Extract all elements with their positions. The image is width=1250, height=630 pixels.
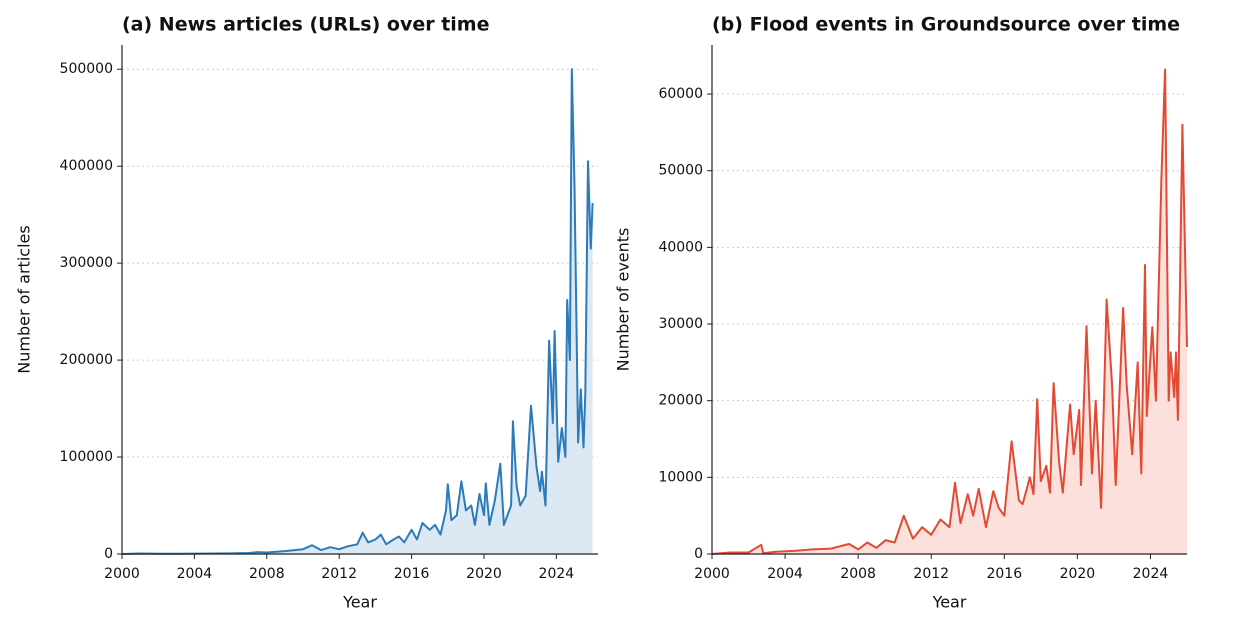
- x-tick-label: 2016: [394, 566, 430, 582]
- y-tick-label: 100000: [60, 449, 113, 465]
- x-tick-label: 2008: [840, 566, 876, 582]
- x-axis-label: Year: [932, 593, 967, 612]
- x-tick-label: 2016: [986, 566, 1022, 582]
- x-tick-label: 2008: [249, 566, 285, 582]
- y-tick-label: 40000: [658, 239, 703, 255]
- y-tick-label: 0: [104, 546, 113, 562]
- y-tick-label: 500000: [60, 61, 113, 77]
- x-axis-label: Year: [342, 593, 377, 612]
- y-tick-label: 0: [694, 546, 703, 562]
- x-tick-label: 2024: [539, 566, 575, 582]
- y-tick-label: 50000: [658, 163, 703, 179]
- y-axis-label: Number of events: [614, 228, 633, 372]
- x-tick-label: 2012: [913, 566, 949, 582]
- line: [121, 68, 594, 555]
- area: [122, 69, 593, 554]
- x-tick-label: 2024: [1133, 566, 1169, 582]
- y-tick-label: 60000: [658, 86, 703, 102]
- x-tick-label: 2012: [321, 566, 357, 582]
- x-tick-label: 2000: [104, 566, 140, 582]
- y-tick-label: 10000: [658, 469, 703, 485]
- x-tick-label: 2020: [1060, 566, 1096, 582]
- y-tick-label: 20000: [658, 393, 703, 409]
- y-tick-label: 30000: [658, 316, 703, 332]
- line: [711, 68, 1188, 555]
- chart-title: (a) News articles (URLs) over time: [122, 14, 490, 36]
- y-tick-label: 400000: [60, 158, 113, 174]
- y-tick-label: 300000: [60, 255, 113, 271]
- chart-title: (b) Flood events in Groundsource over ti…: [712, 14, 1180, 36]
- x-tick-label: 2004: [767, 566, 803, 582]
- x-tick-label: 2000: [694, 566, 730, 582]
- y-tick-label: 200000: [60, 352, 113, 368]
- x-tick-label: 2004: [177, 566, 213, 582]
- y-axis-label: Number of articles: [15, 225, 34, 373]
- x-tick-label: 2020: [466, 566, 502, 582]
